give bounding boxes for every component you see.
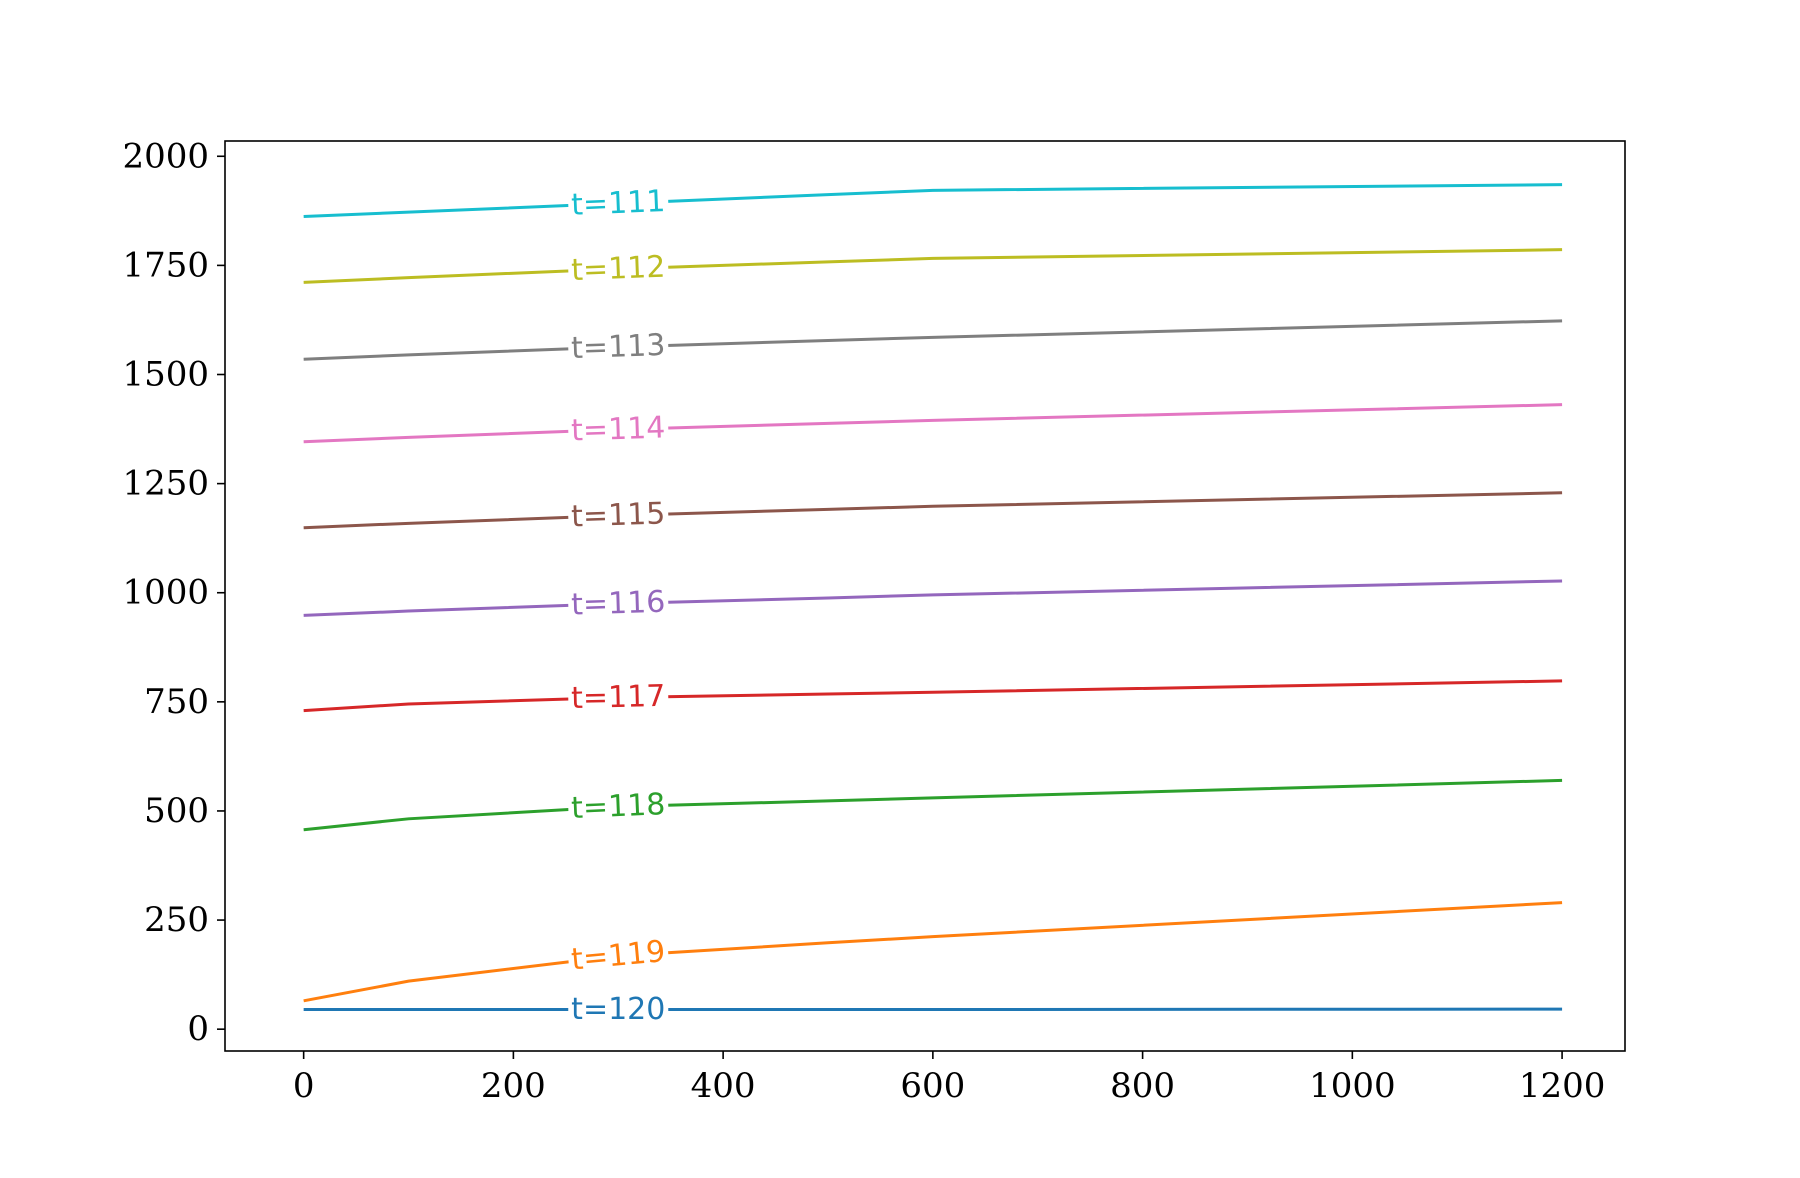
label-gap — [567, 584, 669, 624]
label-gap — [567, 495, 669, 536]
label-gap — [567, 327, 669, 367]
x-tick-label: 200 — [481, 1066, 546, 1106]
y-tick-label: 1500 — [122, 355, 209, 395]
line-label-8: t=119 — [570, 934, 667, 977]
label-gap — [567, 249, 669, 289]
x-tick-label: 0 — [293, 1066, 315, 1106]
line-label-0: t=111 — [570, 184, 666, 223]
series-line-4 — [303, 491, 1563, 530]
line-label-1: t=112 — [571, 250, 666, 289]
series-line-5 — [303, 579, 1563, 617]
line-label-2: t=113 — [571, 328, 666, 366]
x-tick-label: 800 — [1110, 1066, 1175, 1106]
y-tick-label: 1750 — [122, 245, 209, 285]
series-line-6 — [303, 679, 1563, 713]
x-tick-label: 600 — [900, 1066, 965, 1106]
series-line-1 — [303, 248, 1563, 284]
series-line-8 — [303, 901, 1563, 1003]
y-tick-label: 500 — [144, 791, 209, 831]
series-line-3 — [303, 403, 1563, 444]
label-gap — [567, 678, 669, 717]
series-line-2 — [303, 319, 1563, 361]
label-gap — [566, 933, 670, 979]
label-gap — [567, 786, 669, 827]
y-tick-label: 250 — [144, 900, 209, 940]
line-label-3: t=114 — [571, 410, 666, 448]
plot-frame — [224, 140, 1626, 1052]
x-tick-label: 400 — [691, 1066, 756, 1106]
series-line-0 — [303, 183, 1563, 219]
line-label-4: t=115 — [571, 496, 666, 534]
label-gap — [567, 183, 669, 224]
line-label-6: t=117 — [571, 679, 666, 716]
x-axis-ticks: 0 200 400 600 800 1000 1200 — [293, 1051, 1606, 1106]
y-tick-label: 1000 — [122, 573, 209, 613]
line-label-5: t=116 — [571, 585, 666, 623]
y-tick-label: 0 — [187, 1009, 209, 1049]
series-line-7 — [303, 778, 1563, 832]
line-label-7: t=118 — [570, 787, 666, 826]
x-tick-label: 1200 — [1519, 1066, 1606, 1106]
y-axis-ticks: 0 250 500 750 1000 1250 1500 1750 2000 — [122, 136, 225, 1049]
line-labels: t=111 t=112 t=113 t=114 t=115 t=116 t=117 t=118… — [566, 183, 670, 1028]
label-gap — [567, 409, 669, 450]
line-label-9: t=120 — [571, 992, 665, 1027]
label-gap — [568, 991, 669, 1028]
y-tick-label: 750 — [144, 682, 209, 722]
x-tick-label: 1000 — [1309, 1066, 1396, 1106]
y-tick-label: 2000 — [122, 136, 209, 176]
series-lines — [303, 183, 1563, 1012]
y-tick-label: 1250 — [122, 464, 209, 504]
